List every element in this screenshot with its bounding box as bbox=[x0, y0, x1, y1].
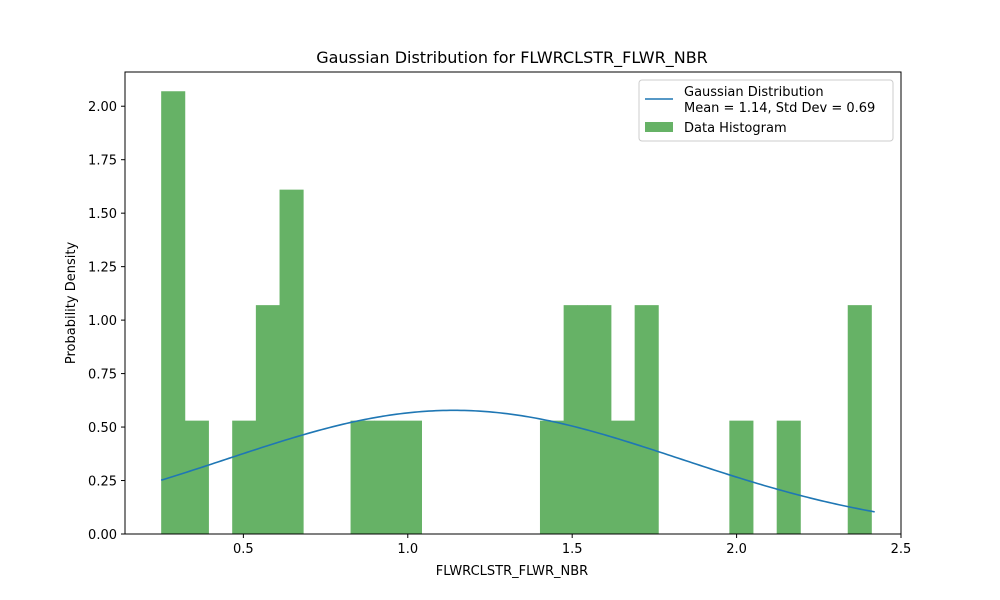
histogram-bar bbox=[374, 420, 399, 534]
y-tick-label: 0.50 bbox=[88, 421, 117, 436]
x-tick-label: 0.5 bbox=[233, 542, 254, 557]
histogram-bar bbox=[279, 189, 304, 534]
legend-box bbox=[638, 79, 894, 142]
x-axis-label: FLWRCLSTR_FLWR_NBR bbox=[436, 564, 588, 579]
histogram-bar bbox=[539, 420, 565, 534]
gaussian-curve bbox=[160, 409, 875, 513]
y-axis-label: Probability Density bbox=[64, 242, 79, 365]
histogram-bar bbox=[563, 305, 588, 534]
legend-histogram-label: Data Histogram bbox=[684, 121, 787, 136]
y-axis-ticks: 0.00 0.25 0.50 0.75 1.00 1.25 1.50 1.75 2.00 bbox=[88, 100, 125, 543]
legend: Gaussian Distribution Mean = 1.14, Std D… bbox=[638, 79, 894, 142]
y-tick-label: 1.75 bbox=[88, 154, 117, 169]
x-tick-label: 2.0 bbox=[726, 542, 747, 557]
histogram-bar bbox=[729, 420, 754, 534]
y-tick-label: 1.00 bbox=[88, 314, 117, 329]
histogram-bar bbox=[255, 305, 280, 534]
histogram-bar bbox=[350, 420, 375, 534]
histogram-bar bbox=[634, 305, 659, 534]
x-tick-label: 1.5 bbox=[562, 542, 583, 557]
legend-gaussian-label-line1: Gaussian Distribution bbox=[684, 85, 824, 100]
y-tick-label: 0.00 bbox=[88, 528, 117, 543]
y-tick-label: 0.25 bbox=[88, 475, 117, 490]
histogram-bar bbox=[587, 305, 612, 534]
histogram-bar bbox=[847, 305, 872, 534]
y-tick-label: 0.75 bbox=[88, 368, 117, 383]
legend-histogram-swatch bbox=[645, 122, 673, 132]
x-tick-label: 1.0 bbox=[397, 542, 418, 557]
x-tick-label: 2.5 bbox=[891, 542, 912, 557]
histogram-bars bbox=[161, 91, 872, 534]
histogram-bar bbox=[161, 91, 186, 534]
histogram-bar bbox=[232, 420, 257, 534]
histogram-bar bbox=[397, 420, 422, 534]
histogram-bar bbox=[776, 420, 801, 534]
y-tick-label: 1.50 bbox=[88, 207, 117, 222]
chart-title: Gaussian Distribution for FLWRCLSTR_FLWR… bbox=[316, 48, 708, 68]
legend-gaussian-label-line2: Mean = 1.14, Std Dev = 0.69 bbox=[684, 101, 875, 116]
y-tick-label: 2.00 bbox=[88, 100, 117, 115]
y-tick-label: 1.25 bbox=[88, 261, 117, 276]
x-axis-ticks: 0.5 1.0 1.5 2.0 2.5 bbox=[233, 534, 911, 557]
plot-frame bbox=[124, 71, 902, 535]
histogram-bar bbox=[184, 420, 209, 534]
